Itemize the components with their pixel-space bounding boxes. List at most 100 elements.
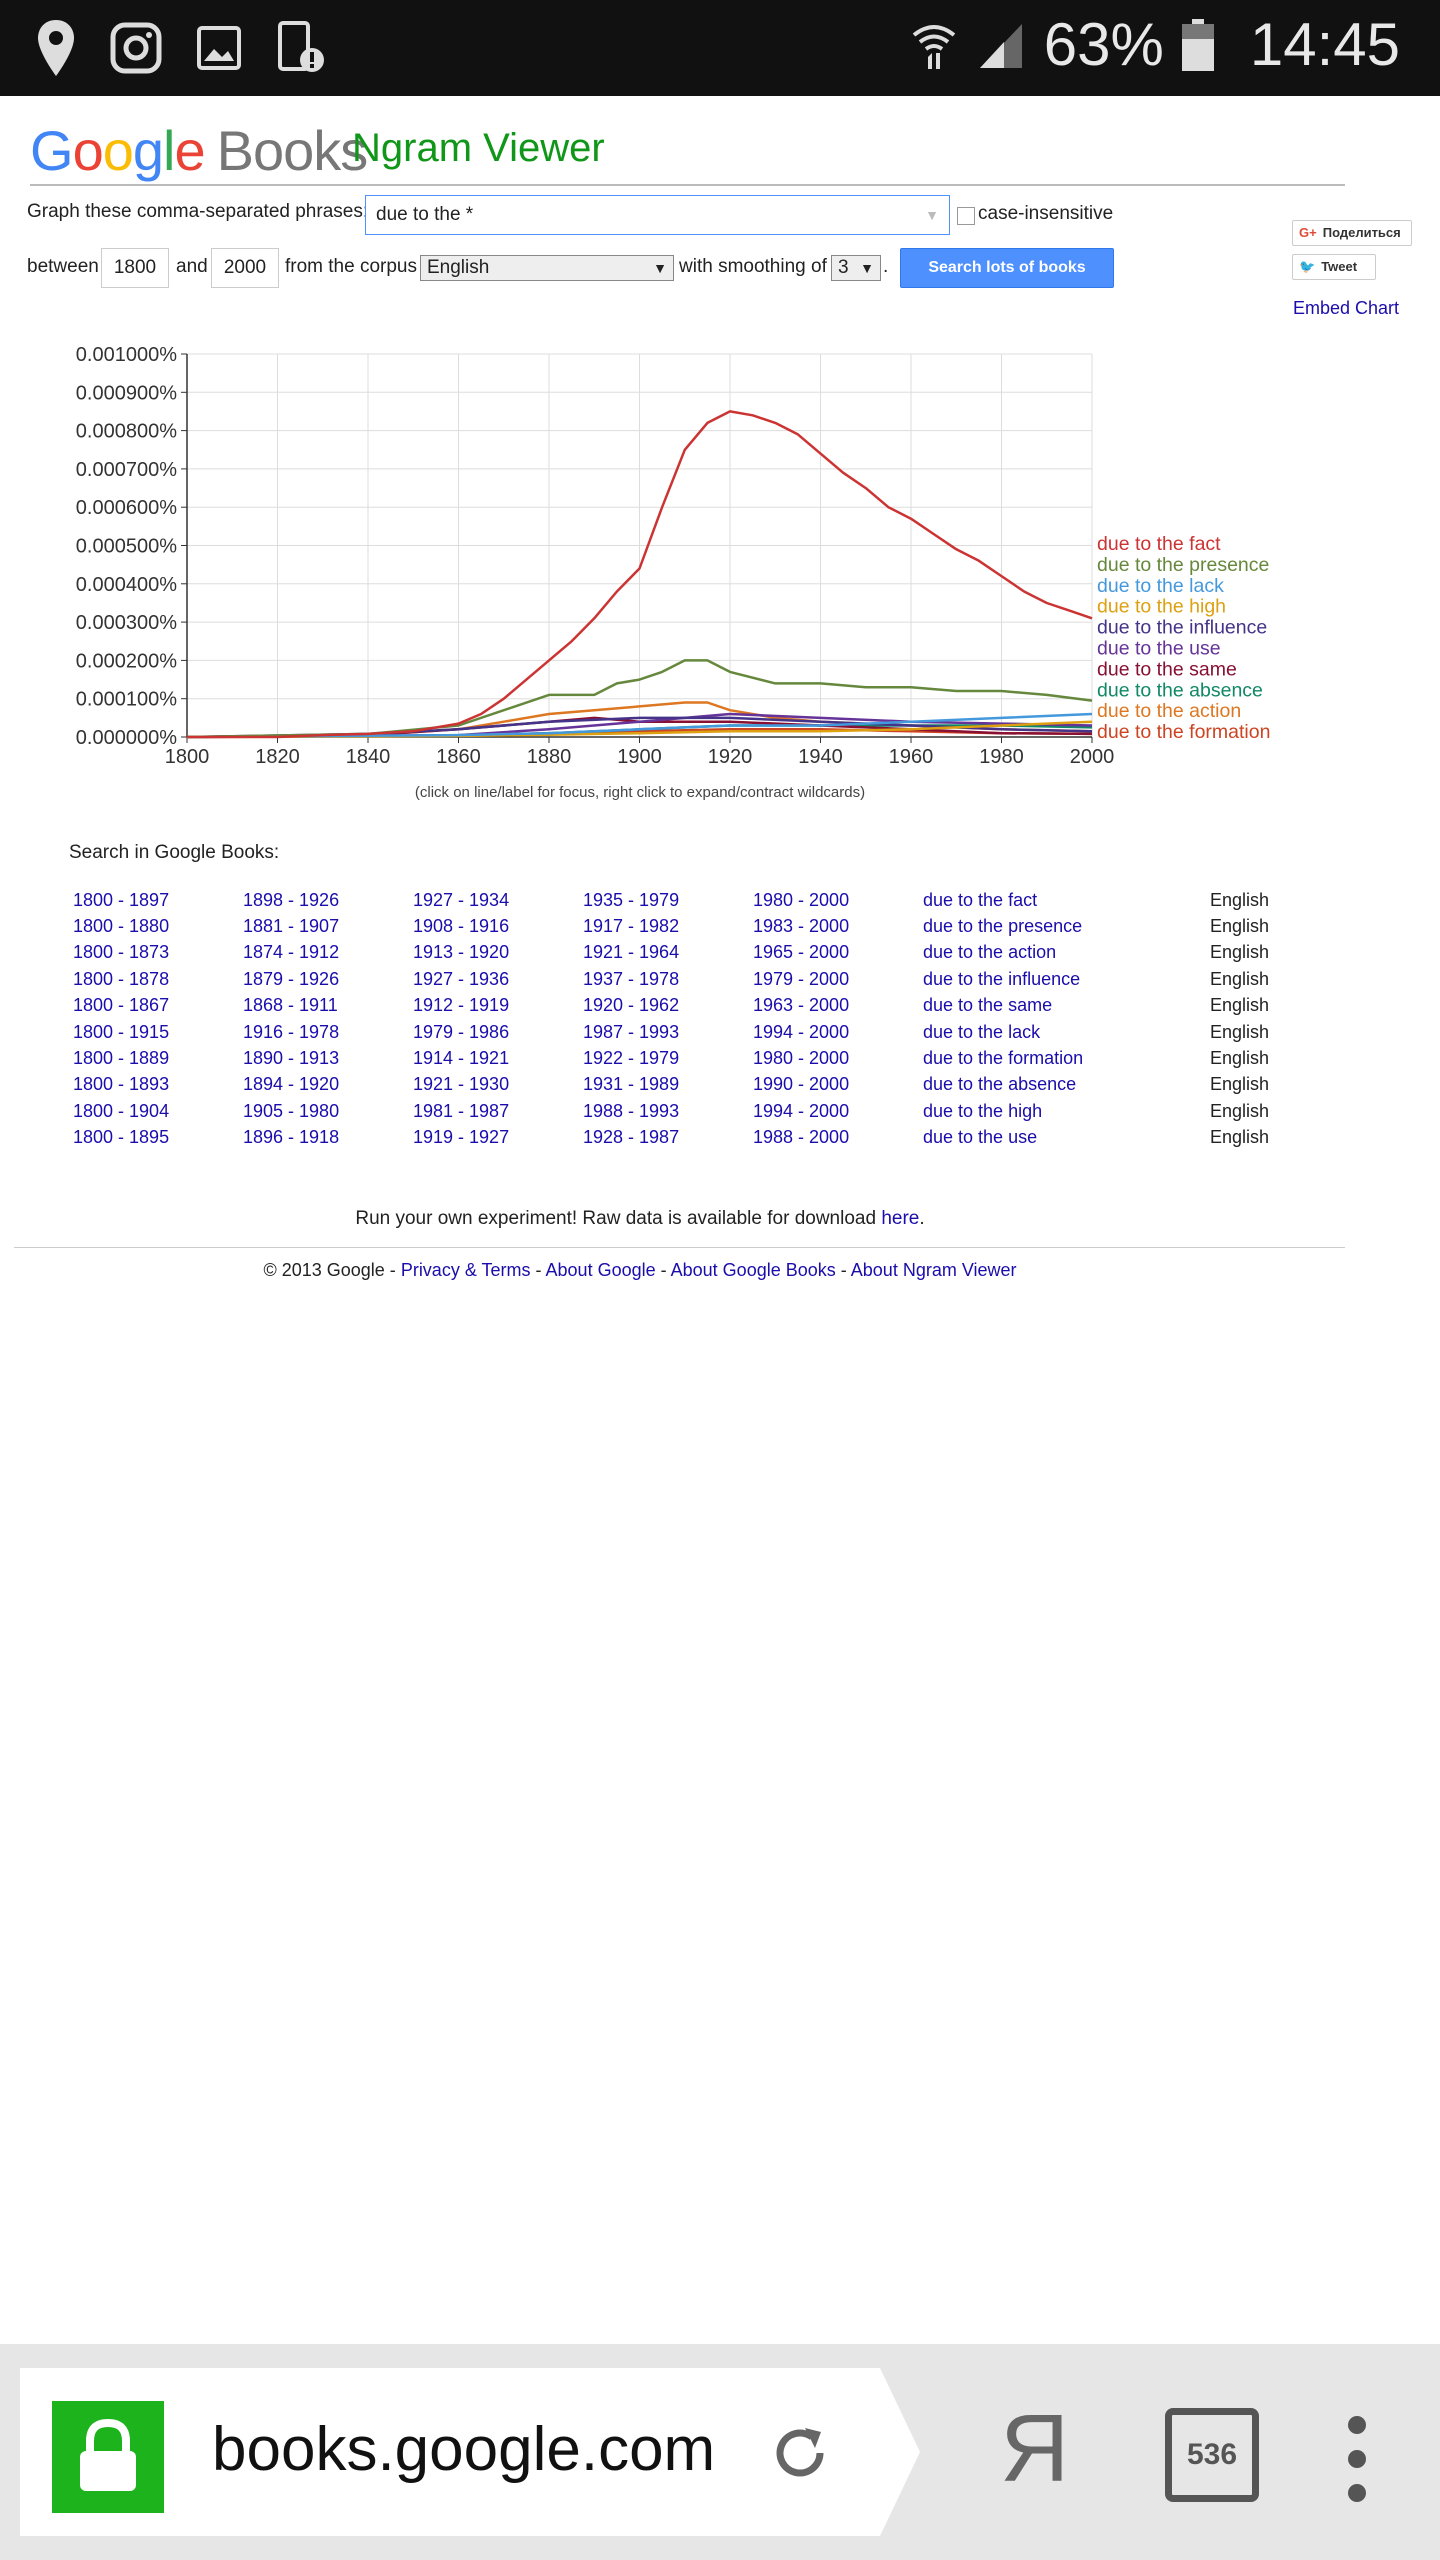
year-range-link[interactable]: 1916 - 1978 bbox=[243, 1021, 340, 1042]
menu-dots-icon[interactable] bbox=[1348, 2416, 1368, 2518]
year-range-link[interactable]: 1800 - 1893 bbox=[73, 1074, 170, 1095]
legend-label[interactable]: due to the presence bbox=[1097, 554, 1269, 576]
year-range-link[interactable]: 1800 - 1895 bbox=[73, 1127, 170, 1148]
smoothing-select[interactable]: 3 ▼ bbox=[831, 255, 881, 281]
year-range-link[interactable]: 1927 - 1936 bbox=[413, 968, 510, 989]
phrase-link[interactable]: due to the presence bbox=[923, 916, 1083, 937]
embed-chart-link[interactable]: Embed Chart bbox=[1293, 298, 1400, 318]
dropdown-icon[interactable]: ▼ bbox=[925, 207, 939, 223]
year-range-link[interactable]: 1894 - 1920 bbox=[243, 1074, 340, 1095]
year-range-link[interactable]: 1908 - 1916 bbox=[413, 916, 510, 937]
legend-label[interactable]: due to the lack bbox=[1097, 575, 1224, 597]
year-range-link[interactable]: 1990 - 2000 bbox=[753, 1074, 850, 1095]
year-range-link[interactable]: 1988 - 1993 bbox=[583, 1100, 680, 1121]
year-range-link[interactable]: 1928 - 1987 bbox=[583, 1127, 680, 1148]
address-bar[interactable]: books.google.com bbox=[20, 2368, 880, 2536]
year-range-link[interactable]: 1800 - 1889 bbox=[73, 1048, 170, 1069]
legend-label[interactable]: due to the absence bbox=[1097, 679, 1263, 701]
legend-label[interactable]: due to the same bbox=[1097, 658, 1237, 680]
year-range-link[interactable]: 1914 - 1921 bbox=[413, 1048, 510, 1069]
year-range-link[interactable]: 1800 - 1873 bbox=[73, 942, 170, 963]
year-range-link[interactable]: 1874 - 1912 bbox=[243, 942, 340, 963]
google-plus-share-button[interactable]: G+ Поделиться bbox=[1292, 220, 1412, 246]
year-range-link[interactable]: 1931 - 1989 bbox=[583, 1074, 680, 1095]
phrase-link[interactable]: due to the same bbox=[923, 995, 1053, 1016]
yandex-icon[interactable]: Я bbox=[1000, 2395, 1070, 2502]
legend-label[interactable]: due to the fact bbox=[1097, 533, 1221, 555]
case-insensitive-checkbox[interactable] bbox=[957, 207, 975, 225]
series-line[interactable] bbox=[186, 712, 1093, 739]
year-range-link[interactable]: 1890 - 1913 bbox=[243, 1048, 340, 1069]
search-button[interactable]: Search lots of books bbox=[900, 248, 1114, 288]
legend-label[interactable]: due to the formation bbox=[1097, 721, 1270, 743]
year-range-link[interactable]: 1800 - 1867 bbox=[73, 995, 170, 1016]
raw-data-link[interactable]: here bbox=[881, 1208, 920, 1229]
year-range-link[interactable]: 1898 - 1926 bbox=[243, 889, 340, 910]
year-range-link[interactable]: 1994 - 2000 bbox=[753, 1100, 850, 1121]
tweet-button[interactable]: 🐦 Tweet bbox=[1292, 254, 1376, 280]
privacy-terms-link[interactable]: Privacy & Terms bbox=[400, 1260, 531, 1280]
corpus-select[interactable]: English ▼ bbox=[420, 255, 674, 281]
legend-label[interactable]: due to the influence bbox=[1097, 617, 1267, 639]
about-ngram-viewer-link[interactable]: About Ngram Viewer bbox=[850, 1260, 1017, 1280]
year-range-link[interactable]: 1981 - 1987 bbox=[413, 1100, 510, 1121]
year-range-link[interactable]: 1920 - 1962 bbox=[583, 995, 680, 1016]
legend-label[interactable]: due to the action bbox=[1097, 700, 1241, 722]
end-year-input[interactable]: 2000 bbox=[211, 248, 279, 288]
year-range-link[interactable]: 1980 - 2000 bbox=[753, 1048, 850, 1069]
phrase-link[interactable]: due to the high bbox=[923, 1100, 1043, 1121]
year-range-link[interactable]: 1980 - 2000 bbox=[753, 889, 850, 910]
phrase-link[interactable]: due to the fact bbox=[923, 889, 1038, 910]
series-line[interactable] bbox=[186, 659, 1093, 739]
year-range-link[interactable]: 1963 - 2000 bbox=[753, 995, 850, 1016]
phrase-link[interactable]: due to the use bbox=[923, 1127, 1038, 1148]
year-range-link[interactable]: 1921 - 1964 bbox=[583, 942, 680, 963]
year-range-link[interactable]: 1917 - 1982 bbox=[583, 916, 680, 937]
year-range-link[interactable]: 1912 - 1919 bbox=[413, 995, 510, 1016]
url-text[interactable]: books.google.com bbox=[212, 2415, 716, 2484]
year-range-link[interactable]: 1879 - 1926 bbox=[243, 968, 340, 989]
reload-icon[interactable] bbox=[765, 2418, 835, 2488]
year-range-link[interactable]: 1935 - 1979 bbox=[583, 889, 680, 910]
year-range-link[interactable]: 1994 - 2000 bbox=[753, 1021, 850, 1042]
year-range-link[interactable]: 1937 - 1978 bbox=[583, 968, 680, 989]
year-range-link[interactable]: 1800 - 1904 bbox=[73, 1100, 170, 1121]
year-range-link[interactable]: 1987 - 1993 bbox=[583, 1021, 680, 1042]
year-range-link[interactable]: 1919 - 1927 bbox=[413, 1127, 510, 1148]
lock-icon[interactable] bbox=[52, 2401, 164, 2513]
phrase-link[interactable]: due to the influence bbox=[923, 968, 1081, 989]
year-range-link[interactable]: 1905 - 1980 bbox=[243, 1100, 340, 1121]
year-range-link[interactable]: 1800 - 1915 bbox=[73, 1021, 170, 1042]
legend-label[interactable]: due to the high bbox=[1097, 596, 1226, 618]
year-range-link[interactable]: 1921 - 1930 bbox=[413, 1074, 510, 1095]
year-range-link[interactable]: 1881 - 1907 bbox=[243, 916, 340, 937]
year-range-link[interactable]: 1927 - 1934 bbox=[413, 889, 510, 910]
google-books-logo[interactable]: Google Books bbox=[30, 118, 368, 183]
year-range-link[interactable]: 1800 - 1878 bbox=[73, 968, 170, 989]
start-year-input[interactable]: 1800 bbox=[101, 248, 169, 288]
year-range-link[interactable]: 1979 - 1986 bbox=[413, 1021, 510, 1042]
year-range-link[interactable]: 1988 - 2000 bbox=[753, 1127, 850, 1148]
year-range-link[interactable]: 1913 - 1920 bbox=[413, 942, 510, 963]
tabs-counter-button[interactable]: 536 bbox=[1165, 2408, 1259, 2502]
year-range-link[interactable]: 1979 - 2000 bbox=[753, 968, 850, 989]
phrase-link[interactable]: due to the formation bbox=[923, 1048, 1084, 1069]
legend-label[interactable]: due to the use bbox=[1097, 638, 1221, 660]
year-range-link[interactable]: 1983 - 2000 bbox=[753, 916, 850, 937]
year-range-link[interactable]: 1800 - 1880 bbox=[73, 916, 170, 937]
phrase-link[interactable]: due to the lack bbox=[923, 1021, 1041, 1042]
year-range-link[interactable]: 1922 - 1979 bbox=[583, 1048, 680, 1069]
chart-series[interactable] bbox=[186, 410, 1093, 739]
about-google-books-link[interactable]: About Google Books bbox=[670, 1260, 836, 1280]
year-range-link[interactable]: 1868 - 1911 bbox=[243, 995, 338, 1016]
year-range-link[interactable]: 1896 - 1918 bbox=[243, 1127, 340, 1148]
phrases-input[interactable]: due to the * ▼ bbox=[365, 195, 950, 235]
series-line[interactable] bbox=[186, 712, 1093, 739]
about-google-link[interactable]: About Google bbox=[545, 1260, 656, 1280]
year-range-link[interactable]: 1965 - 2000 bbox=[753, 942, 850, 963]
ngram-chart[interactable]: 1800 1820 1840 1860 1880 1900 1920 1940 1960 1980… bbox=[0, 330, 1300, 770]
year-range-link[interactable]: 1800 - 1897 bbox=[73, 889, 170, 910]
phrase-link[interactable]: due to the action bbox=[923, 942, 1057, 963]
series-line[interactable] bbox=[187, 410, 1093, 739]
